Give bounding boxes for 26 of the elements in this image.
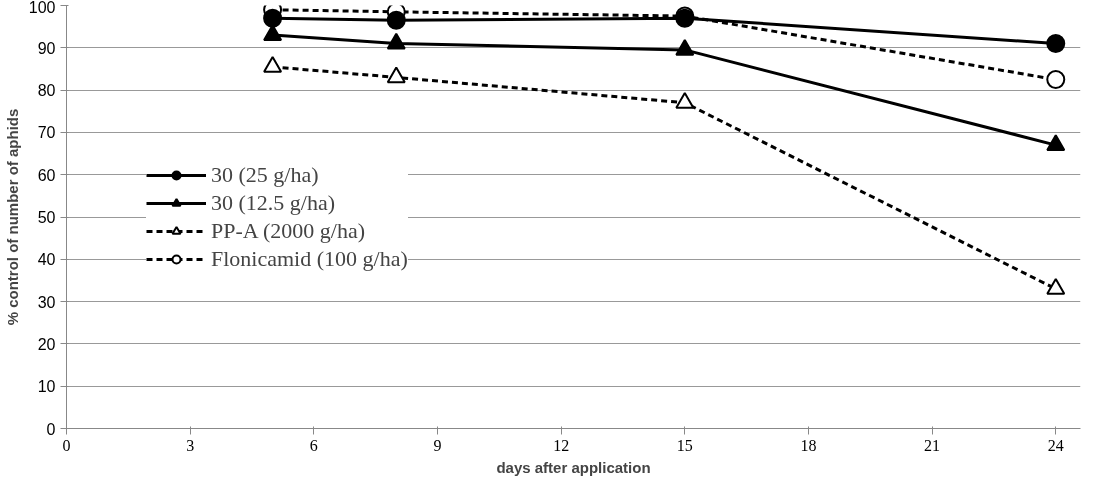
x-tick-label: 9 — [433, 436, 442, 454]
x-tick-label: 21 — [924, 436, 941, 454]
y-tick-label: 100 — [28, 0, 56, 16]
legend-label: 30 (12.5 g/ha) — [211, 189, 336, 216]
y-tick-label: 10 — [37, 378, 56, 396]
x-tick-label: 15 — [676, 436, 693, 454]
x-tick-label: 24 — [1047, 436, 1064, 454]
y-axis-title: % control of number of aphids — [3, 108, 21, 326]
y-tick-label: 50 — [37, 209, 56, 226]
x-tick-label: 6 — [309, 436, 318, 454]
x-tick-label: 3 — [186, 436, 195, 454]
y-tick-label: 60 — [37, 166, 56, 184]
y-tick-label: 40 — [37, 251, 56, 269]
y-tick-label: 90 — [37, 39, 56, 57]
x-tick-label: 0 — [62, 436, 71, 454]
y-tick-label: 20 — [37, 335, 56, 353]
y-tick-label: 30 — [37, 293, 56, 311]
legend-label: PP-A (2000 g/ha) — [211, 217, 365, 244]
y-tick-label: 70 — [37, 124, 56, 142]
x-tick-label: 18 — [800, 436, 817, 454]
x-axis-title: days after application — [496, 458, 651, 476]
legend-label: Flonicamid (100 g/ha) — [211, 245, 408, 272]
x-tick-label: 12 — [553, 436, 570, 454]
y-tick-label: 80 — [37, 82, 56, 100]
y-tick-label: 0 — [46, 420, 56, 438]
legend-label: 30 (25 g/ha) — [211, 161, 319, 188]
